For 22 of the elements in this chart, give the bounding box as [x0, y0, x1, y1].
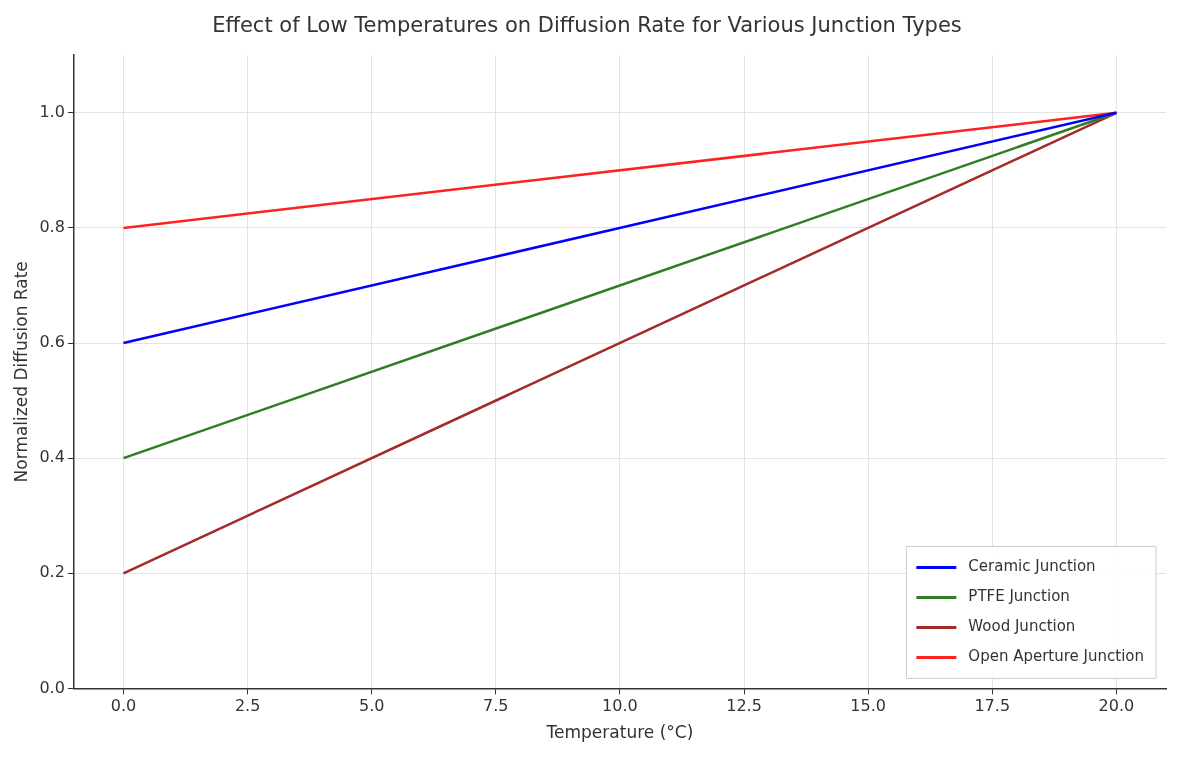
y-tick-label: 0.6 — [39, 332, 65, 352]
y-tick-label: 0.0 — [39, 677, 65, 697]
x-tick-label: 10.0 — [602, 696, 638, 716]
x-tick-label: 17.5 — [974, 696, 1011, 716]
x-tick-label: 7.5 — [483, 696, 509, 716]
x-axis-title: Temperature (°C) — [545, 722, 694, 743]
y-axis-title: Normalized Diffusion Rate — [10, 261, 31, 483]
x-tick-label: 5.0 — [358, 696, 385, 716]
legend-label: PTFE Junction — [968, 587, 1070, 606]
y-tick-label: 1.0 — [39, 101, 65, 121]
legend-label: Wood Junction — [968, 617, 1076, 636]
legend-label: Open Aperture Junction — [968, 647, 1145, 666]
x-tick-label: 2.5 — [234, 696, 261, 716]
y-tick-label: 0.8 — [39, 217, 65, 237]
legend-label: Ceramic Junction — [968, 557, 1096, 576]
x-tick-label: 12.5 — [726, 696, 762, 716]
x-tick-label: 20.0 — [1098, 696, 1135, 716]
x-tick-label: 0.0 — [110, 696, 137, 716]
chart-title: Effect of Low Temperatures on Diffusion Rate for Various Junction Types — [212, 13, 962, 38]
x-tick-label: 15.0 — [850, 696, 886, 716]
y-tick-label: 0.2 — [39, 562, 65, 582]
y-tick-label: 0.4 — [39, 447, 65, 467]
